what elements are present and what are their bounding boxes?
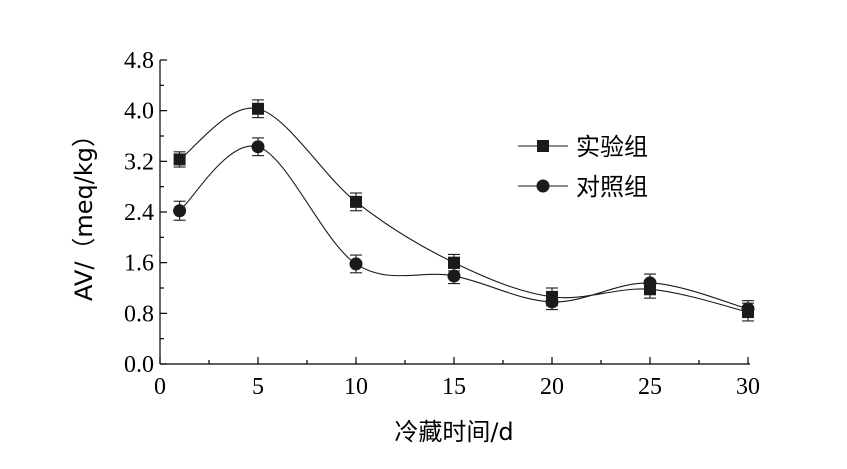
- x-tick-label: 20: [540, 374, 564, 400]
- x-tick-label: 25: [638, 374, 662, 400]
- data-point: [448, 256, 460, 269]
- legend-item: 对照组: [518, 173, 648, 201]
- data-point: [349, 257, 363, 271]
- x-tick-label: 10: [344, 374, 368, 400]
- y-tick-label: 1.6: [124, 251, 154, 277]
- x-tick-label: 0: [154, 374, 166, 400]
- legend-label: 实验组: [576, 133, 648, 161]
- data-point: [447, 269, 461, 283]
- data-point: [350, 195, 362, 208]
- data-point: [252, 102, 264, 115]
- y-tick-label: 3.2: [124, 149, 154, 175]
- legend-item: 实验组: [518, 133, 648, 161]
- y-axis-title: AV/（meq/kg）: [70, 123, 98, 301]
- series-1: [173, 99, 754, 322]
- data-point: [545, 295, 559, 309]
- data-point: [741, 302, 755, 316]
- x-axis-title: 冷藏时间/d: [394, 418, 513, 446]
- series-layer: [173, 99, 755, 322]
- y-tick-label: 2.4: [124, 200, 154, 226]
- series-line: [179, 107, 749, 313]
- y-tick-label: 4.8: [124, 48, 154, 74]
- legend-marker: [537, 140, 549, 152]
- x-tick-label: 5: [252, 374, 264, 400]
- series-2: [173, 137, 755, 318]
- legend-label: 对照组: [576, 173, 648, 201]
- axes: 0.0 0.8 1.6 2.4 3.2 4.0 4.8 0 5 10 15 20 25 30: [124, 48, 760, 400]
- data-point: [173, 153, 186, 166]
- series-line: [179, 145, 749, 310]
- data-point: [173, 204, 187, 218]
- y-tick-label: 0.0: [124, 352, 154, 378]
- y-tick-label: 4.0: [124, 99, 154, 125]
- x-tick-label: 30: [736, 374, 760, 400]
- y-tick-label: 0.8: [124, 301, 154, 327]
- legend-marker: [536, 179, 550, 193]
- x-tick-label: 15: [442, 374, 466, 400]
- data-point: [251, 140, 265, 154]
- data-point: [643, 276, 657, 290]
